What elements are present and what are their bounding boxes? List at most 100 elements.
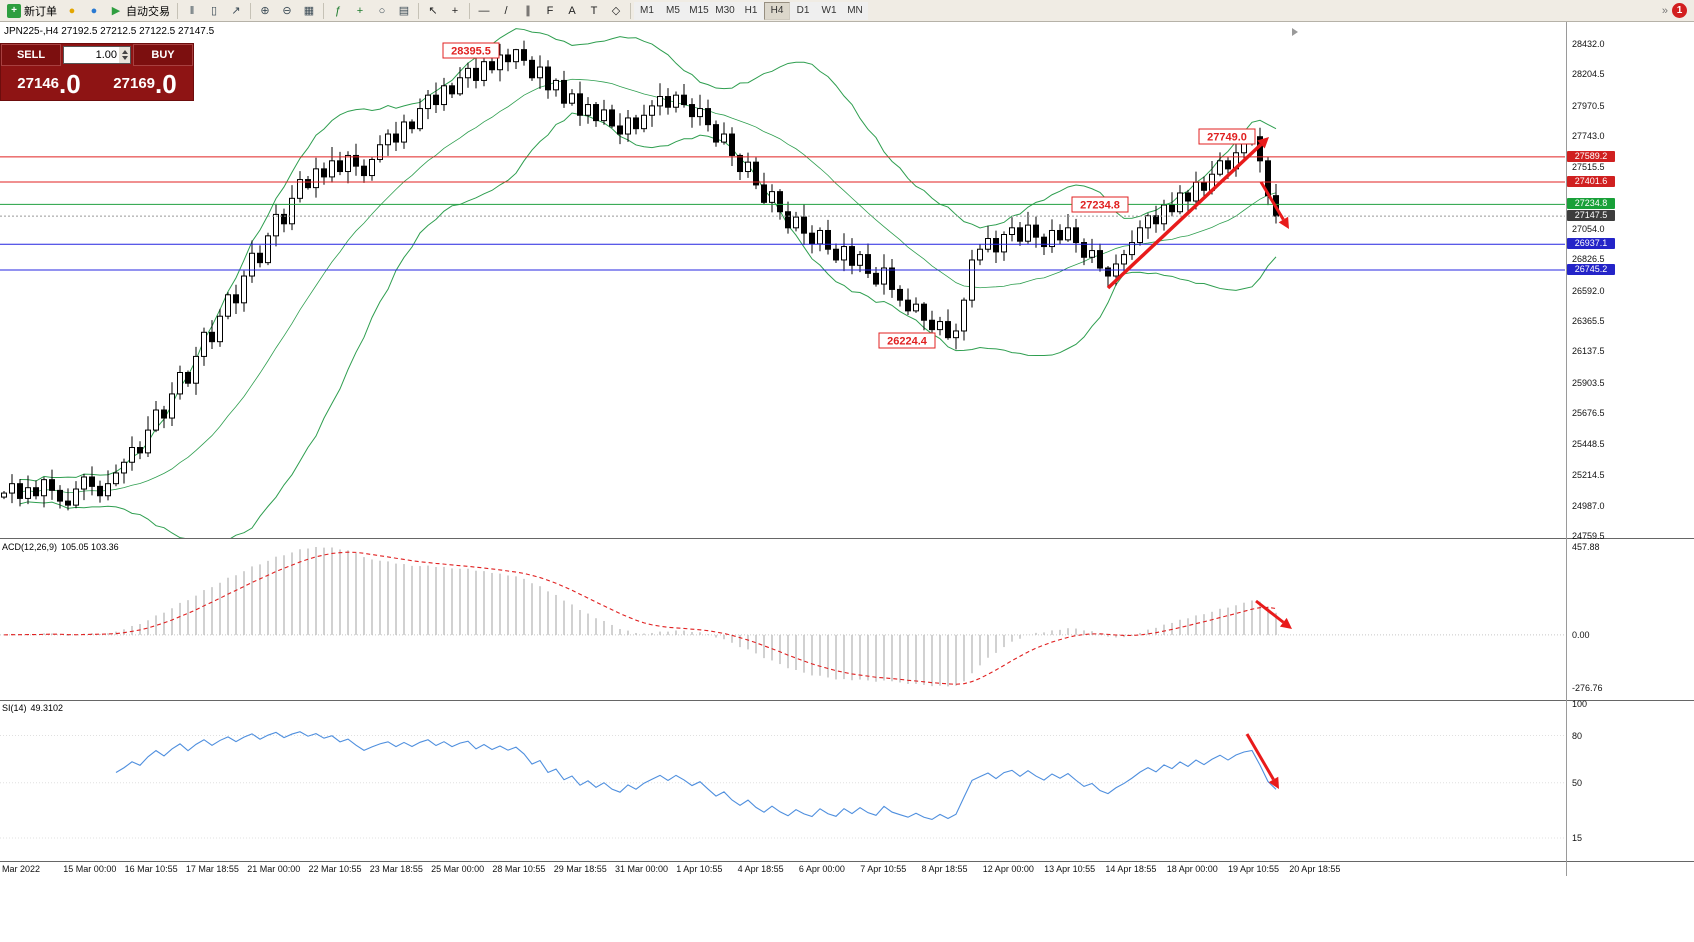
price-tag: 26745.2 — [1567, 263, 1615, 275]
price-axis-tick: 25903.5 — [1572, 377, 1605, 388]
horizontal-lines[interactable] — [0, 156, 1565, 271]
label-icon: T — [590, 4, 598, 17]
add-indicator-icon[interactable]: + — [349, 2, 371, 20]
crosshair-icon[interactable]: + — [444, 2, 466, 20]
new-order-button[interactable]: + 新订单 — [3, 2, 61, 20]
time-axis-label: 31 Mar 00:00 — [615, 864, 669, 874]
candlestick-chart-icon: ▯ — [210, 4, 218, 17]
time-axis-label: 7 Apr 10:55 — [860, 864, 907, 874]
price-axis-tick: 27054.0 — [1572, 223, 1605, 234]
candlestick-chart-icon[interactable]: ▯ — [203, 2, 225, 20]
text-icon: A — [568, 4, 576, 17]
zoom-out-icon[interactable]: ⊖ — [276, 2, 298, 20]
macd-signal-line — [3, 551, 1277, 685]
trendline-icon[interactable]: / — [495, 2, 517, 20]
timeframe-h4[interactable]: H4 — [764, 1, 790, 20]
line-chart-icon[interactable]: ↗ — [225, 2, 247, 20]
templates-icon[interactable]: ▤ — [393, 2, 415, 20]
one-click-trading-panel: SELL 1.00 BUY 27146.0 27169.0 — [0, 43, 194, 101]
trend-arrow — [1245, 733, 1275, 781]
rsi-label: SI(14) 49.3102 — [2, 703, 64, 713]
rsi-axis-tick: 80 — [1572, 730, 1583, 741]
price-axis-tick: 25676.5 — [1572, 408, 1605, 419]
price-axis-tick: 26826.5 — [1572, 254, 1605, 265]
time-axis-label: 16 Mar 10:55 — [124, 864, 178, 874]
price-axis-tick: 26137.5 — [1572, 346, 1605, 357]
rsi-panel[interactable] — [0, 701, 1694, 861]
timeframe-m1[interactable]: M1 — [634, 1, 660, 20]
bar-chart-icon: ‖ — [189, 4, 195, 17]
fibonacci-icon[interactable]: F — [539, 2, 561, 20]
price-axis-tick: 24987.0 — [1572, 500, 1605, 511]
candlesticks — [1, 40, 1279, 511]
macd-panel[interactable] — [0, 539, 1694, 700]
panel-separator[interactable] — [0, 538, 1694, 539]
horizontal-line-icon[interactable]: — — [473, 2, 495, 20]
lot-increase-icon[interactable] — [121, 50, 128, 54]
indicators-icon: ƒ — [334, 4, 342, 17]
autotrading-icon: ▶ — [111, 4, 121, 17]
svg-text:28395.5: 28395.5 — [451, 46, 491, 58]
channel-icon[interactable]: ∥ — [517, 2, 539, 20]
community-icon: ● — [90, 4, 98, 17]
notification-badge[interactable]: 1 — [1672, 3, 1687, 18]
buy-button[interactable]: BUY — [133, 44, 193, 66]
trend-arrow — [1259, 181, 1285, 221]
indicators-icon[interactable]: ƒ — [327, 2, 349, 20]
shapes-icon[interactable]: ◇ — [605, 2, 627, 20]
toolbar-items: + 新订单 ● ● ▶ 自动交易 ‖ ▯ ↗ ⊕ ⊖ ▦ ƒ + ○ ▤ ↖ + — / ∥ F A T ◇ — [3, 2, 634, 20]
main-price-chart[interactable]: 28395.5 27749.0 27234.8 26224.4 — [0, 22, 1694, 538]
lot-size-field[interactable]: 1.00 — [63, 46, 131, 64]
cursor-icon: ↖ — [428, 4, 438, 17]
lot-spinner[interactable] — [119, 47, 130, 63]
cursor-icon[interactable]: ↖ — [422, 2, 444, 20]
label-icon[interactable]: T — [583, 2, 605, 20]
timeframe-m5[interactable]: M5 — [660, 1, 686, 20]
price-axis-tick: 26365.5 — [1572, 315, 1605, 326]
panel-separator[interactable] — [0, 700, 1694, 701]
new-order-button-label: 新订单 — [24, 5, 57, 18]
time-axis-label: 1 Apr 10:55 — [676, 864, 723, 874]
alerts-icon: ● — [68, 4, 76, 17]
time-axis-label: 17 Mar 18:55 — [185, 864, 239, 874]
time-axis-label: 19 Apr 10:55 — [1228, 864, 1280, 874]
timeframe-d1[interactable]: D1 — [790, 1, 816, 20]
price-axis-tick: 27743.0 — [1572, 131, 1605, 142]
timeframe-mn[interactable]: MN — [842, 1, 868, 20]
price-tag: 27147.5 — [1567, 210, 1615, 222]
toolbar-separator — [177, 2, 178, 19]
tile-windows-icon[interactable]: ▦ — [298, 2, 320, 20]
chart-shift-marker[interactable] — [1292, 28, 1298, 36]
bar-chart-icon[interactable]: ‖ — [181, 2, 203, 20]
timeframe-w1[interactable]: W1 — [816, 1, 842, 20]
annotations[interactable]: 28395.5 27749.0 27234.8 26224.4 — [442, 42, 1256, 349]
time-axis-label: 4 Apr 18:55 — [737, 864, 784, 874]
buy-price[interactable]: 27169.0 — [97, 66, 193, 100]
sell-price[interactable]: 27146.0 — [1, 66, 97, 100]
svg-text:26224.4: 26224.4 — [887, 336, 928, 348]
periodicity-icon[interactable]: ○ — [371, 2, 393, 20]
price-tag: 27589.2 — [1567, 150, 1615, 162]
timeframe-h1[interactable]: H1 — [738, 1, 764, 20]
rsi-axis-tick: 50 — [1572, 777, 1583, 788]
horizontal-line-icon: — — [478, 4, 490, 17]
sell-button[interactable]: SELL — [1, 44, 61, 66]
toolbar-overflow-icon[interactable]: » — [1661, 4, 1668, 17]
text-icon[interactable]: A — [561, 2, 583, 20]
zoom-in-icon[interactable]: ⊕ — [254, 2, 276, 20]
autotrading-button[interactable]: ▶ 自动交易 — [105, 2, 174, 20]
alerts-icon[interactable]: ● — [61, 2, 83, 20]
price-axis-tick: 28204.5 — [1572, 69, 1605, 80]
chart-region: 28395.5 27749.0 27234.8 26224.4 JPN225-,H4 … — [0, 22, 1694, 942]
axis-separator — [0, 861, 1694, 862]
buy-price-main: 27169 — [113, 75, 156, 92]
toolbar-separator — [418, 2, 419, 19]
lot-decrease-icon[interactable] — [121, 56, 128, 60]
lot-size-value[interactable]: 1.00 — [95, 49, 117, 61]
community-icon[interactable]: ● — [83, 2, 105, 20]
time-axis-label: 29 Mar 18:55 — [553, 864, 607, 874]
timeframe-m30[interactable]: M30 — [712, 1, 738, 20]
main-toolbar: + 新订单 ● ● ▶ 自动交易 ‖ ▯ ↗ ⊕ ⊖ ▦ ƒ + ○ ▤ ↖ + — / ∥ F A T ◇ M1 M5 M15 M3… — [0, 0, 1694, 22]
timeframe-m15[interactable]: M15 — [686, 1, 712, 20]
fibonacci-icon: F — [546, 4, 554, 17]
